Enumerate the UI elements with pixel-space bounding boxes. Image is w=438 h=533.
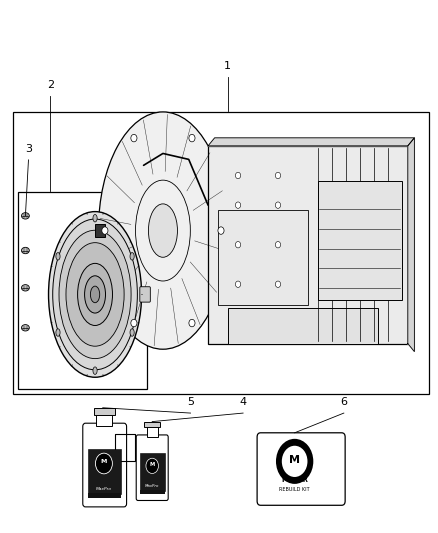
Ellipse shape [21, 325, 29, 331]
Bar [140, 490, 165, 494]
Circle shape [235, 281, 240, 287]
Ellipse shape [21, 285, 29, 291]
Circle shape [235, 202, 240, 208]
Text: 6: 6 [340, 397, 347, 407]
Text: 2: 2 [47, 79, 54, 90]
Circle shape [235, 172, 240, 179]
Circle shape [276, 202, 281, 208]
Bar [13, 112, 429, 394]
Ellipse shape [78, 263, 113, 326]
Bar [218, 211, 308, 305]
Ellipse shape [85, 276, 106, 313]
Bar [208, 146, 408, 344]
Text: MaxPro: MaxPro [96, 487, 112, 491]
Text: MaxPro: MaxPro [145, 483, 159, 488]
Text: M: M [101, 459, 107, 464]
Circle shape [131, 319, 137, 327]
Text: REBUILD KIT: REBUILD KIT [279, 487, 310, 492]
FancyBboxPatch shape [83, 423, 127, 507]
Bar [146, 427, 158, 437]
Bar [88, 493, 121, 498]
Polygon shape [208, 138, 414, 146]
Ellipse shape [49, 212, 141, 377]
Ellipse shape [56, 253, 60, 260]
Bar [94, 408, 115, 415]
Ellipse shape [130, 253, 134, 260]
Text: 4: 4 [240, 397, 247, 407]
Ellipse shape [21, 247, 29, 254]
Ellipse shape [59, 230, 131, 359]
Bar [95, 224, 105, 237]
Circle shape [189, 134, 195, 142]
Ellipse shape [99, 112, 227, 349]
Ellipse shape [148, 204, 177, 257]
Ellipse shape [53, 219, 138, 370]
Ellipse shape [93, 214, 97, 222]
Circle shape [276, 241, 281, 248]
Circle shape [95, 453, 113, 474]
Text: 3: 3 [25, 143, 32, 154]
FancyBboxPatch shape [140, 287, 150, 302]
Circle shape [282, 446, 307, 477]
Bar [140, 453, 165, 491]
Bar [96, 415, 113, 426]
Text: 1: 1 [224, 61, 231, 71]
Bar [144, 422, 160, 427]
Circle shape [276, 172, 281, 179]
Bar [18, 192, 147, 389]
Circle shape [218, 227, 224, 235]
Circle shape [189, 319, 195, 327]
Ellipse shape [93, 367, 97, 374]
Polygon shape [408, 138, 414, 352]
Ellipse shape [90, 286, 100, 303]
Bar [88, 449, 121, 494]
Text: 5: 5 [187, 397, 194, 407]
Ellipse shape [56, 329, 60, 336]
Bar [318, 181, 402, 300]
Text: MOPAR: MOPAR [281, 477, 308, 483]
Text: M: M [289, 455, 300, 465]
FancyBboxPatch shape [136, 435, 168, 500]
Circle shape [276, 281, 281, 287]
Bar [228, 308, 378, 344]
Ellipse shape [21, 213, 29, 219]
Circle shape [131, 134, 137, 142]
FancyBboxPatch shape [257, 433, 345, 505]
Circle shape [277, 440, 312, 483]
Text: M: M [150, 462, 155, 467]
Ellipse shape [130, 329, 134, 336]
Circle shape [102, 227, 108, 235]
Circle shape [146, 458, 159, 473]
Ellipse shape [66, 243, 124, 346]
Circle shape [235, 241, 240, 248]
